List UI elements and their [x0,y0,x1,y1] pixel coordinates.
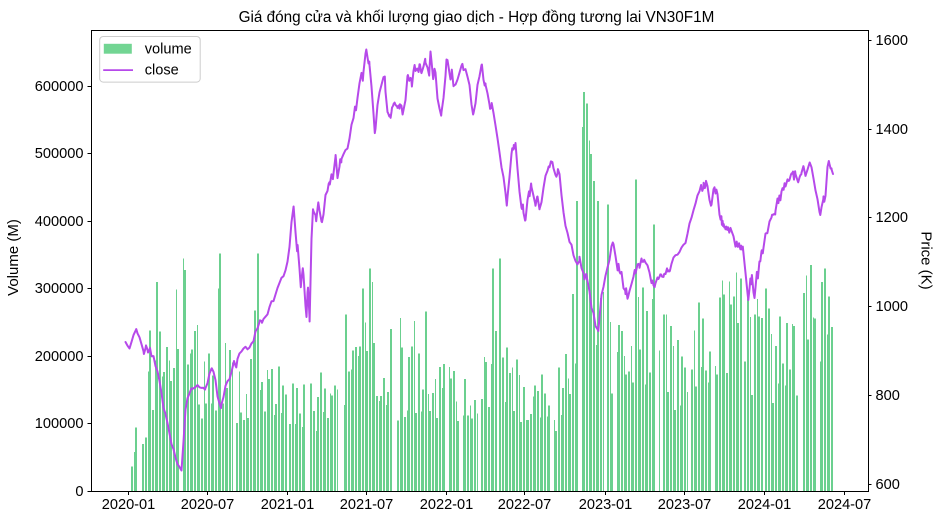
svg-text:Giá đóng cửa và khối lượng gia: Giá đóng cửa và khối lượng giao dịch - H… [239,9,715,26]
svg-text:1000: 1000 [876,299,908,315]
svg-text:2020-01: 2020-01 [102,497,156,513]
svg-text:600: 600 [876,477,900,493]
svg-text:200000: 200000 [35,349,84,365]
svg-text:close: close [145,63,179,79]
svg-text:2023-07: 2023-07 [658,497,712,513]
svg-text:400000: 400000 [35,214,84,230]
svg-text:2022-01: 2022-01 [420,497,474,513]
svg-text:2021-01: 2021-01 [261,497,315,513]
svg-text:800: 800 [876,388,900,404]
svg-text:Price (K): Price (K) [918,231,935,289]
svg-text:600000: 600000 [35,79,84,95]
svg-text:2022-07: 2022-07 [498,497,552,513]
svg-text:500000: 500000 [35,146,84,162]
svg-text:300000: 300000 [35,281,84,297]
svg-text:1200: 1200 [876,210,908,226]
svg-text:volume: volume [145,42,192,58]
svg-text:2024-07: 2024-07 [818,497,872,513]
svg-text:1600: 1600 [876,33,908,49]
svg-text:2023-01: 2023-01 [579,497,633,513]
svg-text:1400: 1400 [876,122,908,138]
svg-text:2020-07: 2020-07 [181,497,235,513]
svg-text:2024-01: 2024-01 [738,497,792,513]
svg-text:100000: 100000 [35,416,84,432]
svg-text:0: 0 [75,484,83,500]
svg-text:2021-07: 2021-07 [340,497,394,513]
svg-text:Volume (M): Volume (M) [5,219,22,296]
